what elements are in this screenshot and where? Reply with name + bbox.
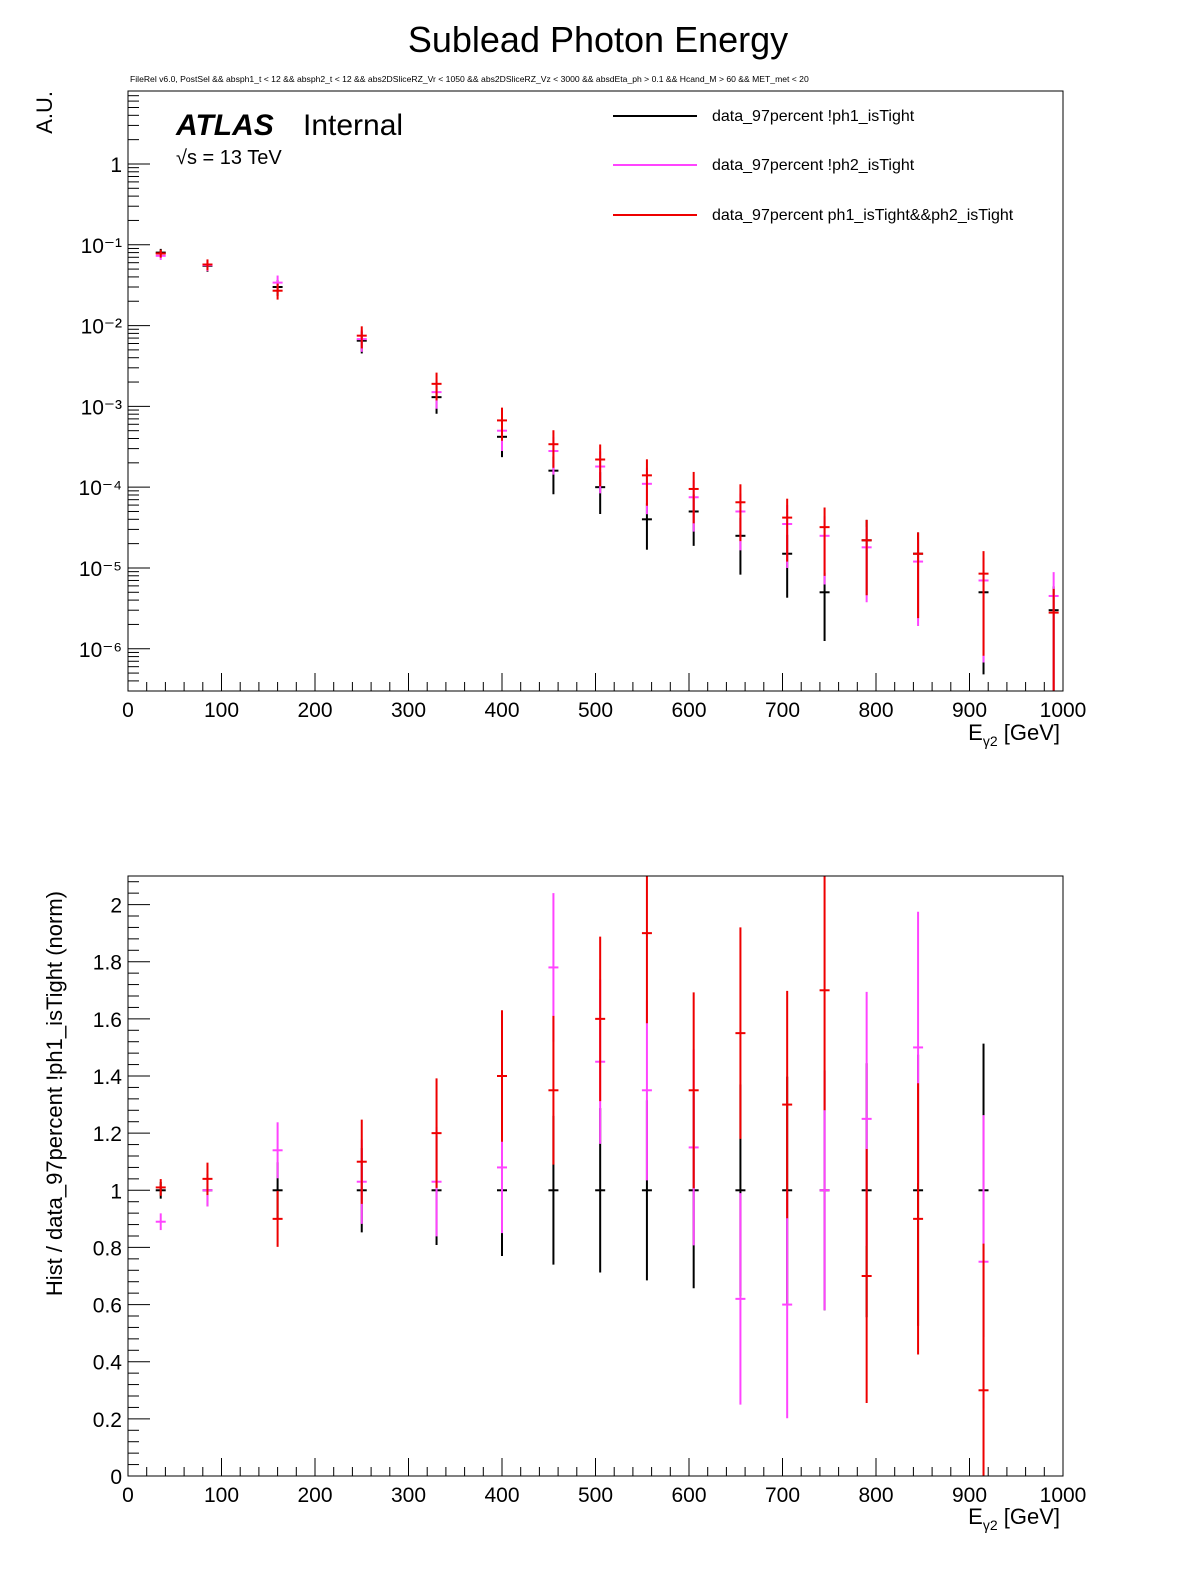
x-tick-label: 400 [484,1484,519,1507]
x-tick-label: 0 [122,1484,134,1507]
y-tick-label: 10⁻⁵ [79,558,122,581]
y-tick-label: 1 [110,154,122,177]
series-magenta [155,893,989,1419]
atlas-label: ATLAS [175,109,274,142]
x-tick-label: 900 [952,1484,987,1507]
y-tick-label: 10⁻² [81,316,122,339]
x-tick-label: 800 [858,1484,893,1507]
energy-label: √s = 13 TeV [176,147,282,169]
y-tick-label: 2 [110,895,122,918]
x-tick-label: 200 [297,699,332,722]
chart-title: Sublead Photon Energy [408,19,788,60]
top-panel: 0 100 200 300 400 500 600 700 800 900 1000 1 10⁻¹ 10⁻… [32,90,1087,749]
top-frame [127,90,1064,692]
x-tick-label: 100 [204,699,239,722]
x-tick-label: 300 [391,1484,426,1507]
top-x-axis-label: Eγ2 [GeV] [968,720,1060,749]
legend: data_97percent !ph1_isTight data_97perce… [613,108,1014,224]
y-tick-label: 10⁻¹ [81,235,122,258]
x-tick-label: 600 [671,699,706,722]
legend-label: data_97percent ph1_isTight&&ph2_isTight [712,207,1014,224]
x-tick-label: 800 [858,699,893,722]
bottom-x-axis-label: Eγ2 [GeV] [968,1504,1060,1533]
series-red [155,249,1059,691]
y-tick-label: 1.6 [93,1009,122,1032]
y-tick-label: 10⁻⁴ [79,477,122,500]
top-y-axis-label: A.U. [32,91,57,134]
bottom-axes-ticks: 0 100 200 300 400 500 600 700 800 900 1000 0 0.2 0.4 0… [93,881,1087,1507]
x-tick-label: 700 [765,699,800,722]
x-tick-label: 1000 [1040,699,1087,722]
bottom-frame [127,875,1064,1477]
y-tick-label: 1.4 [93,1066,123,1089]
y-tick-label: 1.2 [93,1123,122,1146]
y-tick-label: 0.4 [93,1352,123,1375]
x-tick-label: 500 [578,1484,613,1507]
top-axes-ticks: 0 100 200 300 400 500 600 700 800 900 1000 1 10⁻¹ 10⁻… [79,90,1087,722]
x-tick-label: 300 [391,699,426,722]
x-tick-label: 0 [122,699,134,722]
y-tick-label: 10⁻⁶ [79,639,122,662]
atlas-status: Internal [303,109,403,142]
y-tick-label: 0.6 [93,1295,122,1318]
series-black [155,1043,989,1337]
top-series [155,248,1059,691]
series-black [155,248,1059,691]
x-tick-label: 200 [297,1484,332,1507]
bottom-panel: 0 100 200 300 400 500 600 700 800 900 1000 0 0.2 0.4 0… [42,875,1087,1533]
x-tick-label: 600 [671,1484,706,1507]
x-tick-label: 1000 [1040,1484,1087,1507]
x-tick-label: 700 [765,1484,800,1507]
y-tick-label: 10⁻³ [81,396,122,419]
bottom-y-axis-label: Hist / data_97percent !ph1_isTight (norm… [42,891,67,1296]
x-tick-label: 400 [484,699,519,722]
series-magenta [155,252,1059,691]
y-tick-label: 1.8 [93,952,122,975]
legend-label: data_97percent !ph1_isTight [712,108,915,125]
y-tick-label: 0.8 [93,1237,122,1260]
x-tick-label: 900 [952,699,987,722]
cut-string: FileRel v6.0, PostSel && absph1_t < 12 &… [130,74,809,84]
series-red [155,876,989,1476]
x-tick-label: 500 [578,699,613,722]
y-tick-label: 0.2 [93,1409,122,1432]
x-tick-label: 100 [204,1484,239,1507]
y-tick-label: 0 [110,1466,122,1489]
legend-label: data_97percent !ph2_isTight [712,157,915,174]
bottom-series [155,876,989,1476]
y-tick-label: 1 [110,1180,122,1203]
